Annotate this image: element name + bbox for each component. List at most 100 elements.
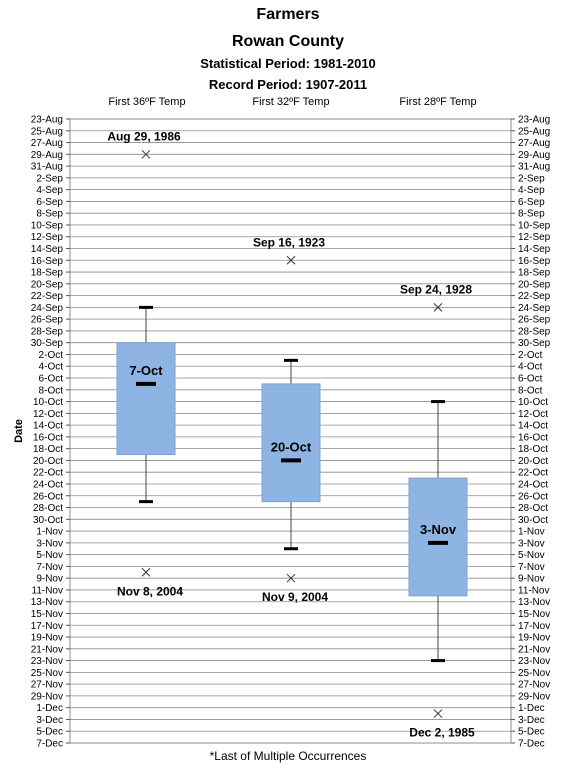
y-tick-label-left: 1-Nov [36,527,63,538]
y-tick-label-left: 22-Sep [31,291,64,302]
y-tick-label-left: 3-Nov [36,538,63,549]
record-early-label: Aug 29, 1986 [107,129,181,143]
y-tick-label-right: 23-Nov [518,656,550,667]
record-early-marker [433,303,443,312]
y-tick-label-right: 9-Nov [518,574,545,585]
y-tick-label-right: 7-Nov [518,562,545,573]
y-tick-label-right: 19-Nov [518,633,550,644]
y-tick-label-left: 4-Oct [39,362,64,373]
y-tick-label-right: 10-Sep [518,220,551,231]
y-tick-label-right: 22-Sep [518,291,551,302]
y-tick-label-left: 16-Oct [33,432,63,443]
y-tick-label-left: 2-Oct [39,350,64,361]
box [261,383,321,503]
y-tick-label-right: 18-Oct [518,444,548,455]
y-tick-label-right: 16-Sep [518,256,551,267]
y-tick-label-right: 14-Sep [518,244,551,255]
y-tick-label-right: 25-Aug [518,126,550,137]
y-tick-label-left: 24-Sep [31,303,64,314]
y-tick-label-right: 1-Dec [518,703,545,714]
y-tick-label-right: 18-Sep [518,268,551,279]
y-tick-label-left: 12-Sep [31,232,64,243]
y-tick-label-right: 6-Oct [518,374,543,385]
y-tick-label-left: 28-Oct [33,503,63,514]
y-tick-label-left: 23-Nov [31,656,63,667]
y-tick-label-right: 28-Sep [518,326,551,337]
y-tick-label-right: 6-Sep [518,197,545,208]
y-tick-label-right: 12-Sep [518,232,551,243]
record-late-marker [286,573,296,583]
y-tick-label-right: 3-Nov [518,538,545,549]
record-early-label: Sep 24, 1928 [400,282,472,296]
y-tick-label-right: 25-Nov [518,668,550,679]
y-tick-label-right: 16-Oct [518,432,548,443]
category-label-28f: First 28ºF Temp [399,96,477,108]
y-tick-label-left: 26-Sep [31,315,64,326]
y-tick-label-right: 5-Dec [518,727,545,738]
y-tick-label-right: 30-Oct [518,515,548,526]
y-tick-label-left: 6-Sep [36,197,63,208]
y-tick-label-right: 30-Sep [518,338,551,349]
y-tick-label-right: 4-Oct [518,362,543,373]
y-tick-label-right: 3-Dec [518,715,545,726]
y-tick-label-left: 18-Oct [33,444,63,455]
footnote: *Last of Multiple Occurrences [209,749,367,763]
y-tick-label-left: 16-Sep [31,256,64,267]
y-tick-label-right: 7-Dec [518,739,545,750]
y-tick-label-right: 27-Aug [518,138,550,149]
y-tick-label-right: 31-Aug [518,162,550,173]
y-tick-label-right: 23-Aug [518,115,550,126]
y-tick-label-right: 5-Nov [518,550,545,561]
y-tick-label-left: 17-Nov [31,621,63,632]
y-tick-label-right: 4-Sep [518,185,545,196]
y-tick-label-right: 1-Nov [518,527,545,538]
y-tick-label-left: 25-Aug [31,126,63,137]
y-tick-label-right: 2-Sep [518,173,545,184]
y-tick-label-left: 31-Aug [31,162,63,173]
y-tick-label-right: 2-Oct [518,350,543,361]
y-tick-label-left: 30-Sep [31,338,64,349]
y-tick-label-left: 19-Nov [31,633,63,644]
record-late-label: Nov 9, 2004 [262,590,328,604]
y-tick-label-left: 14-Oct [33,421,63,432]
category-label-32f: First 32ºF Temp [252,96,330,108]
y-tick-label-left: 12-Oct [33,409,63,420]
y-tick-label-left: 20-Sep [31,279,64,290]
y-tick-label-left: 15-Nov [31,609,63,620]
record-late-marker [141,567,151,577]
box [116,342,176,456]
y-tick-label-left: 2-Sep [36,173,63,184]
y-tick-label-left: 18-Sep [31,268,64,279]
y-tick-label-left: 13-Nov [31,597,63,608]
y-tick-label-left: 27-Nov [31,680,63,691]
y-tick-label-left: 10-Sep [31,220,64,231]
y-tick-label-left: 29-Aug [31,150,63,161]
y-tick-label-right: 11-Nov [518,585,550,596]
y-tick-label-left: 11-Nov [32,585,64,596]
y-tick-label-left: 24-Oct [33,479,63,490]
y-tick-label-right: 15-Nov [518,609,550,620]
y-tick-label-left: 25-Nov [31,668,63,679]
y-tick-label-right: 8-Oct [518,385,543,396]
y-tick-label-right: 28-Oct [518,503,548,514]
y-tick-label-left: 23-Aug [31,115,63,126]
record-late-label: Dec 2, 1985 [409,726,475,740]
y-tick-label-left: 7-Nov [36,562,63,573]
chart-subtitle-county: Rowan County [232,33,344,50]
y-tick-label-right: 17-Nov [518,621,550,632]
record-early-marker [286,255,296,265]
y-tick-label-left: 27-Aug [31,138,63,149]
box [408,477,468,597]
record-early-label: Sep 16, 1923 [253,235,325,249]
y-tick-label-left: 7-Dec [36,739,63,750]
y-tick-label-right: 26-Sep [518,315,551,326]
y-tick-label-left: 8-Oct [39,385,64,396]
y-tick-label-right: 24-Oct [518,479,548,490]
y-tick-label-right: 13-Nov [518,597,550,608]
y-tick-label-left: 29-Nov [31,691,63,702]
y-tick-label-left: 22-Oct [33,468,63,479]
y-tick-label-right: 27-Nov [518,680,550,691]
y-tick-label-left: 14-Sep [31,244,64,255]
record-early-marker [141,149,151,159]
